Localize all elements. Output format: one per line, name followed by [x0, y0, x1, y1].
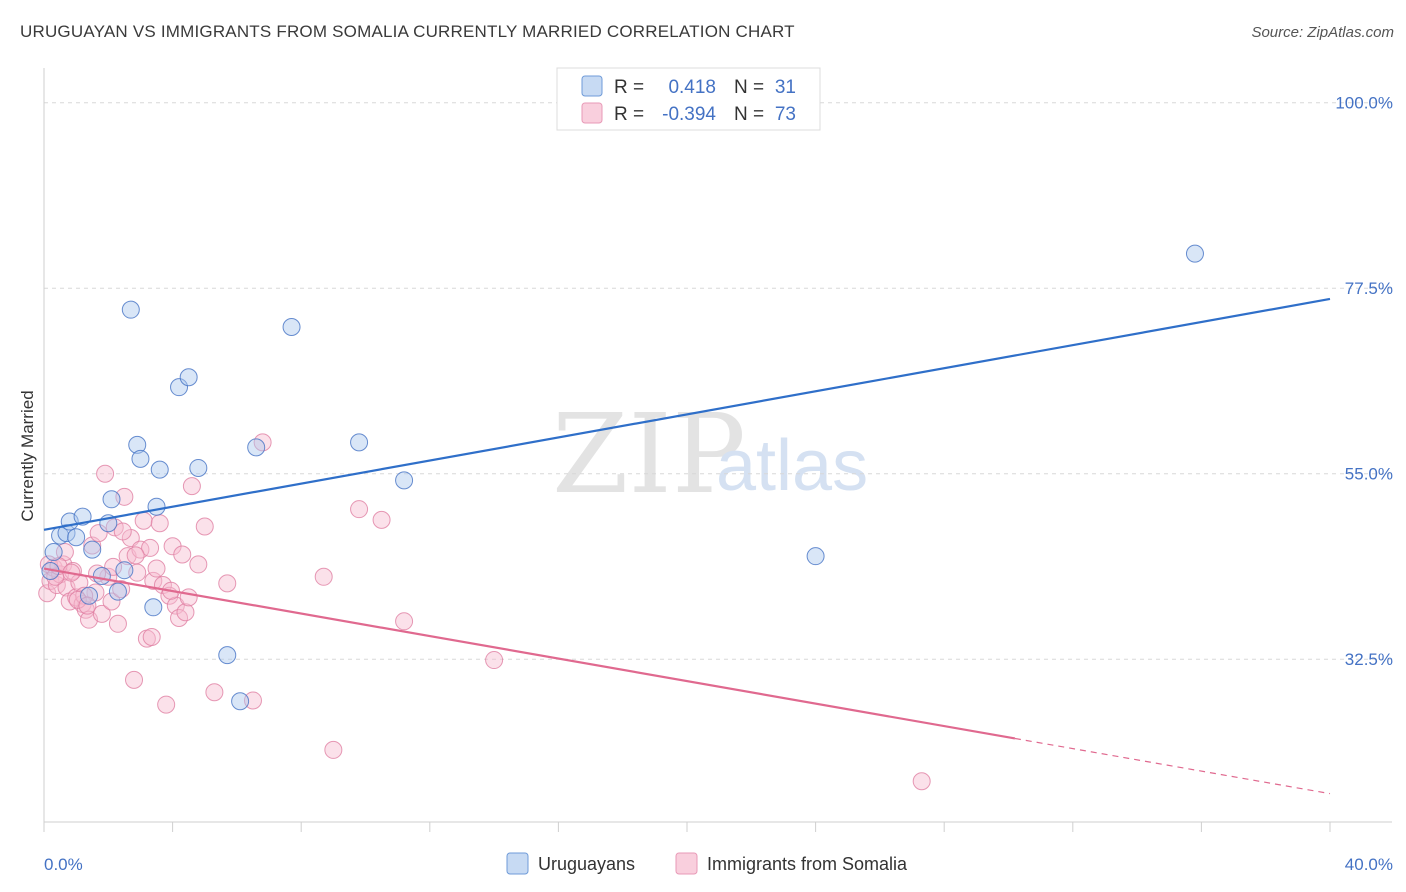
somalia-point-50 [243, 691, 262, 710]
y-tick-label-1: 55.0% [1345, 465, 1393, 484]
bottom-legend-somalia: Immigrants from Somalia [707, 854, 908, 874]
uruguayan-point-28 [806, 547, 825, 566]
uruguayan-point-25 [282, 317, 301, 336]
uruguayan-point-27 [395, 471, 414, 490]
legend-n-label-blue: N = [734, 77, 764, 98]
y-tick-label-2: 77.5% [1345, 279, 1393, 298]
somalia-points [38, 433, 931, 791]
somalia-trend-line-dashed [1014, 737, 1331, 795]
uruguayan-point-22 [218, 646, 237, 665]
bottom-legend-swatch-blue [506, 852, 529, 875]
uruguayan-point-5 [73, 507, 92, 526]
uruguayan-point-26 [350, 433, 369, 452]
somalia-point-37 [157, 695, 176, 714]
grid-lines [44, 102, 1392, 660]
somalia-point-16 [89, 524, 108, 543]
somalia-point-65 [142, 627, 161, 646]
somalia-point-64 [126, 546, 145, 565]
somalia-point-44 [179, 588, 198, 607]
somalia-point-42 [173, 545, 192, 564]
somalia-point-54 [350, 500, 369, 519]
bottom-legend-swatch-pink [675, 852, 698, 875]
somalia-point-20 [102, 592, 121, 611]
uruguayan-point-24 [247, 438, 266, 457]
stats-legend: R = 0.418 N = 31 R = -0.394 N = 73 [556, 67, 821, 131]
uruguayan-point-29 [1185, 244, 1204, 263]
uruguayan-point-4 [67, 528, 86, 547]
x-tick-label-0: 0.0% [44, 855, 83, 874]
uruguayan-trend-line [43, 297, 1331, 531]
uruguayan-point-21 [189, 458, 208, 477]
bottom-legend-uruguayans: Uruguayans [538, 854, 635, 874]
uruguayan-point-6 [80, 586, 99, 605]
legend-swatch-blue [581, 75, 603, 97]
uruguayan-point-11 [108, 582, 127, 601]
watermark-atlas: atlas [716, 426, 868, 506]
somalia-point-17 [92, 604, 111, 623]
trend-lines [43, 297, 1331, 795]
somalia-point-18 [96, 464, 115, 483]
series-legend: Uruguayans Immigrants from Somalia [506, 852, 908, 875]
somalia-point-30 [134, 511, 153, 530]
uruguayan-points [41, 244, 1204, 711]
y-tick-labels: 32.5% 55.0% 77.5% 100.0% [1335, 94, 1393, 670]
uruguayan-point-10 [102, 490, 121, 509]
legend-r-label-pink: R = [614, 104, 644, 125]
somalia-point-45 [182, 477, 201, 496]
x-tick-label-1: 40.0% [1345, 855, 1393, 874]
legend-r-label-blue: R = [614, 77, 644, 98]
chart-title: URUGUAYAN VS IMMIGRANTS FROM SOMALIA CUR… [20, 22, 795, 41]
somalia-point-55 [372, 510, 391, 529]
uruguayan-point-13 [121, 300, 140, 319]
uruguayan-point-15 [131, 449, 150, 468]
uruguayan-point-2 [57, 524, 76, 543]
uruguayan-point-7 [83, 540, 102, 559]
uruguayan-point-17 [147, 497, 166, 516]
uruguayan-point-20 [179, 368, 198, 387]
somalia-point-46 [189, 555, 208, 574]
somalia-point-43 [176, 603, 195, 622]
y-axis-label: Currently Married [18, 390, 37, 521]
somalia-point-32 [141, 538, 160, 557]
somalia-point-52 [314, 567, 333, 586]
y-tick-label-0: 32.5% [1345, 650, 1393, 669]
somalia-point-23 [112, 580, 131, 599]
uruguayan-point-23 [231, 692, 250, 711]
uruguayan-point-18 [150, 460, 169, 479]
uruguayan-point-12 [115, 561, 134, 580]
uruguayan-point-0 [44, 543, 63, 562]
somalia-point-58 [912, 772, 931, 791]
somalia-point-57 [485, 651, 504, 670]
somalia-point-34 [147, 559, 166, 578]
somalia-trend-line [43, 567, 1016, 740]
somalia-point-68 [68, 590, 87, 609]
somalia-point-53 [324, 740, 343, 759]
legend-r-value-blue: 0.418 [668, 77, 716, 98]
somalia-point-70 [113, 522, 132, 541]
legend-r-value-pink: -0.394 [662, 104, 716, 125]
somalia-point-49 [218, 574, 237, 593]
x-tick-labels: 0.0% 40.0% [44, 855, 1393, 874]
somalia-point-56 [395, 612, 414, 631]
watermark-zip: ZIP [552, 390, 746, 518]
somalia-point-47 [195, 517, 214, 536]
uruguayan-point-19 [170, 378, 189, 397]
somalia-point-48 [205, 683, 224, 702]
somalia-point-27 [125, 670, 144, 689]
somalia-point-35 [150, 514, 169, 533]
uruguayan-point-14 [128, 435, 147, 454]
somalia-point-29 [131, 540, 150, 559]
y-tick-label-3: 100.0% [1335, 94, 1393, 113]
legend-n-label-pink: N = [734, 104, 764, 125]
legend-n-value-pink: 73 [775, 104, 796, 125]
somalia-point-22 [108, 614, 127, 633]
uruguayan-point-16 [144, 598, 163, 617]
legend-swatch-pink [581, 102, 603, 124]
source-label: Source: ZipAtlas.com [1251, 24, 1394, 41]
axes [43, 68, 1392, 832]
uruguayan-point-8 [92, 566, 111, 585]
legend-n-value-blue: 31 [775, 77, 796, 98]
